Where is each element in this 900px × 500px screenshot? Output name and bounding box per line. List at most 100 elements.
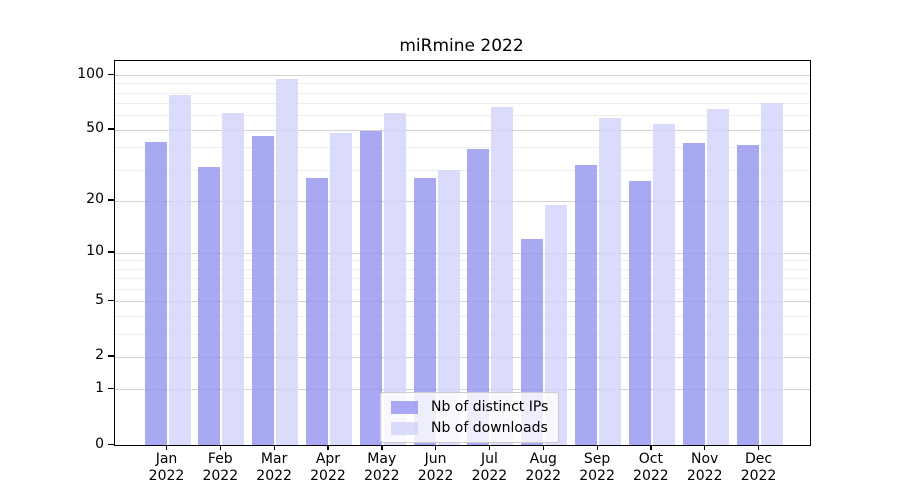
legend-label: Nb of downloads <box>431 420 548 436</box>
x-tick-mark <box>435 445 437 451</box>
x-tick-label: Dec 2022 <box>719 451 799 485</box>
x-tick-label: Jan 2022 <box>127 451 207 485</box>
x-tick-mark <box>650 445 652 451</box>
gridline-minor <box>115 288 810 290</box>
x-tick-year: 2022 <box>740 468 777 484</box>
bar-downloads-sep <box>599 118 622 445</box>
gridline-major <box>115 252 810 254</box>
x-tick-label: May 2022 <box>342 451 422 485</box>
x-tick-year: 2022 <box>471 468 508 484</box>
x-tick-label: Mar 2022 <box>234 451 314 485</box>
x-tick-month: Mar <box>260 451 288 467</box>
bar-downloads-nov <box>706 109 729 445</box>
x-tick-month: Apr <box>315 451 341 467</box>
x-tick-label: Nov 2022 <box>665 451 745 485</box>
bar-downloads-may <box>383 112 406 445</box>
x-tick-mark <box>758 445 760 451</box>
bar-downloads-feb <box>222 112 245 445</box>
y-tick-mark <box>108 199 114 201</box>
bar-distinct-ips-nov <box>682 143 705 445</box>
bar-distinct-ips-oct <box>628 180 651 445</box>
x-tick-mark <box>488 445 491 451</box>
x-tick-month: Jul <box>480 451 498 467</box>
x-tick-year: 2022 <box>310 468 346 484</box>
y-tick-mark <box>108 128 114 130</box>
x-tick-label: Apr 2022 <box>288 451 368 485</box>
legend-swatch-distinct-ips <box>391 400 418 414</box>
gridline-minor <box>115 268 810 270</box>
gridline-minor <box>115 103 810 105</box>
x-tick-year: 2022 <box>256 468 292 484</box>
legend-swatch-downloads <box>391 421 418 435</box>
gridline-minor <box>115 278 810 280</box>
y-tick-label: 20 <box>86 191 104 208</box>
x-tick-month: Aug <box>529 451 557 467</box>
x-tick-label: Oct 2022 <box>611 451 691 485</box>
bar-distinct-ips-jan <box>144 141 167 445</box>
x-tick-year: 2022 <box>363 468 400 484</box>
x-tick-year: 2022 <box>417 468 454 484</box>
y-tick-label: 2 <box>95 347 104 364</box>
gridline-minor <box>115 83 810 85</box>
x-tick-month: Dec <box>744 451 773 467</box>
x-tick-month: Nov <box>691 451 719 467</box>
y-tick-mark <box>108 251 114 253</box>
y-tick-mark <box>108 299 114 302</box>
bar-distinct-ips-mar <box>252 136 275 445</box>
x-tick-mark <box>381 445 383 451</box>
x-tick-month: Feb <box>207 451 233 467</box>
bar-downloads-aug <box>545 204 568 445</box>
gridline-major <box>115 301 810 303</box>
x-tick-month: Jun <box>424 451 447 467</box>
gridline-major <box>115 75 810 76</box>
bar-downloads-apr <box>329 133 352 445</box>
x-tick-year: 2022 <box>202 468 239 484</box>
y-tick-label: 0 <box>95 435 104 452</box>
x-tick-mark <box>327 445 329 451</box>
x-tick-label: Feb 2022 <box>180 451 260 485</box>
gridline-minor <box>115 333 810 335</box>
bar-distinct-ips-jun <box>413 177 436 445</box>
chart-title: miRmine 2022 <box>399 36 524 56</box>
y-tick-label: 100 <box>77 65 104 82</box>
x-tick-label: Sep 2022 <box>557 451 637 485</box>
legend-row: Nb of downloads <box>391 420 548 436</box>
gridline-major <box>115 129 810 131</box>
bar-downloads-jun <box>437 169 460 445</box>
x-tick-mark <box>273 445 275 451</box>
gridline-minor <box>115 147 810 149</box>
x-tick-month: Jan <box>155 451 178 467</box>
plot-area: Nb of distinct IPs Nb of downloads <box>114 60 811 446</box>
x-tick-year: 2022 <box>633 468 669 484</box>
bar-distinct-ips-sep <box>575 164 598 445</box>
x-tick-mark <box>219 445 222 451</box>
x-tick-mark <box>596 445 598 451</box>
y-tick-label: 10 <box>86 243 104 260</box>
bar-distinct-ips-dec <box>736 145 759 445</box>
bar-downloads-jan <box>168 94 191 445</box>
legend: Nb of distinct IPs Nb of downloads <box>380 392 560 443</box>
x-tick-mark <box>166 445 168 451</box>
gridline-minor <box>115 115 810 117</box>
x-tick-label: Aug 2022 <box>503 451 583 485</box>
gridline-major <box>115 356 810 358</box>
y-tick-mark <box>108 355 114 357</box>
x-tick-mark <box>704 445 706 451</box>
bar-downloads-jul <box>491 106 514 445</box>
bar-distinct-ips-may <box>359 131 382 445</box>
gridline-minor <box>115 92 810 94</box>
bar-downloads-dec <box>760 103 783 445</box>
y-tick-label: 1 <box>95 379 104 396</box>
y-tick-label: 5 <box>95 291 104 308</box>
y-tick-mark <box>108 443 114 445</box>
x-tick-label: Jun 2022 <box>396 451 476 485</box>
x-tick-year: 2022 <box>525 468 562 484</box>
legend-row: Nb of distinct IPs <box>391 399 548 415</box>
x-tick-label: Jul 2022 <box>449 451 529 485</box>
x-tick-mark <box>542 445 545 451</box>
y-tick-mark <box>108 73 114 75</box>
gridline-major <box>115 389 810 391</box>
x-tick-year: 2022 <box>579 468 615 484</box>
x-tick-month: Oct <box>638 451 663 467</box>
